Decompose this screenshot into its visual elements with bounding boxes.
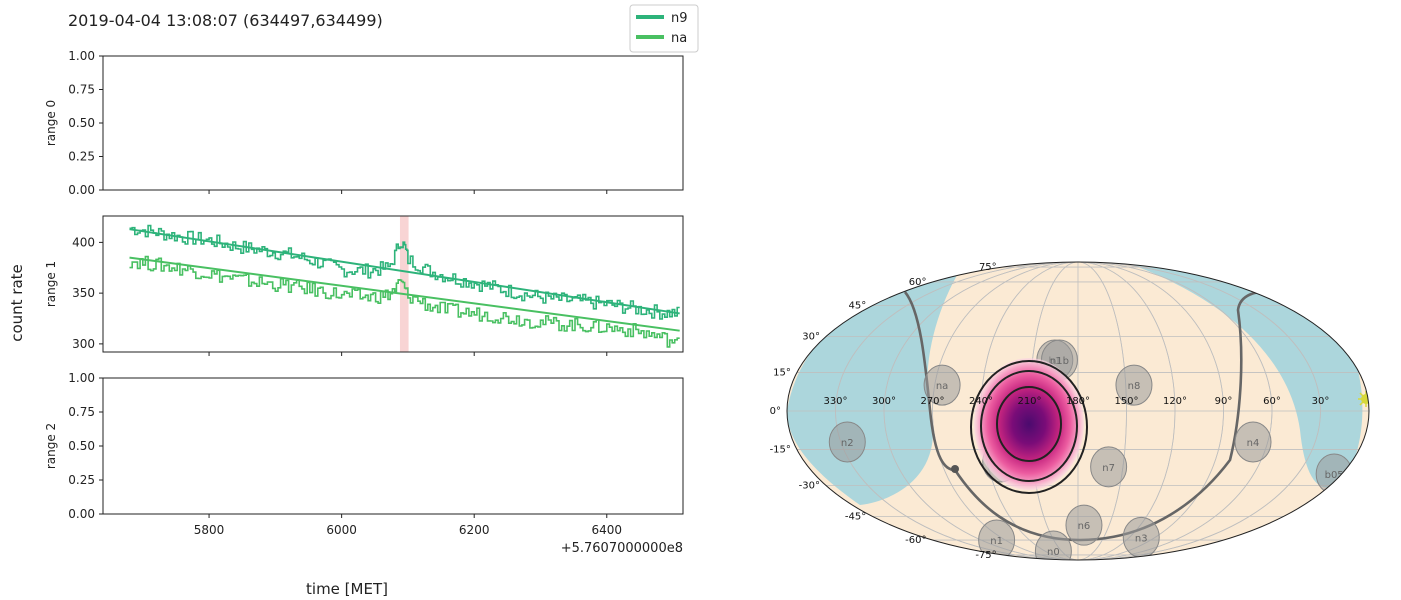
panel-range-0: 1.00 0.75 0.50 0.25 0.00 range 0 — [44, 49, 684, 197]
detector-n7 — [1090, 446, 1128, 488]
x-axis-label: time [MET] — [306, 580, 388, 598]
y-tick-label: 0.75 — [68, 405, 95, 419]
detector-n1 — [978, 519, 1016, 560]
x-offset-label: +5.7607000000e8 — [561, 541, 683, 556]
legend-box — [629, 4, 699, 53]
lat-label: 0° — [770, 406, 781, 417]
earth-occultation-right — [1125, 262, 1363, 488]
step-line-n9 — [129, 224, 680, 320]
x-tick-label: 6000 — [326, 523, 357, 537]
lat-label: 60° — [909, 277, 927, 288]
detector-n4 — [1234, 421, 1272, 463]
y-tick-label: 300 — [72, 337, 95, 351]
y-tick-label: 1.00 — [68, 371, 95, 385]
legend-label-n9: n9 — [671, 11, 688, 26]
latitude-labels: 75° 60° 45° 30° 15° 0° -15° -30° -45° -60° -75° — [770, 262, 997, 561]
series-na — [129, 255, 680, 348]
y-tick-label: 0.50 — [68, 439, 95, 453]
fit-line-n9 — [129, 228, 680, 315]
detector-label-n1: n1 — [990, 536, 1003, 547]
y-tick-label: 0.25 — [68, 473, 95, 487]
y-tick-label: 400 — [72, 235, 95, 249]
panel-range-2: 1.00 0.75 0.50 0.25 0.00 5800 6000 6200 6400 rang… — [44, 371, 684, 537]
series-n9 — [129, 224, 680, 320]
lon-label: 150° — [1114, 396, 1138, 407]
lat-label: -45° — [845, 511, 866, 522]
lon-label: 90° — [1215, 396, 1233, 407]
meridian — [932, 262, 1224, 560]
y-tick-label: 350 — [72, 286, 95, 300]
panel-frame — [102, 55, 684, 191]
lat-label: 75° — [979, 262, 997, 273]
detector-n2 — [828, 421, 866, 463]
longitude-labels: 330° 300° 270° 240° 210° 180° 150° 120° 90° 60° 30… — [823, 396, 1329, 407]
lat-label: 30° — [802, 332, 820, 343]
lat-label: -30° — [799, 481, 820, 492]
panel-ylabel: range 1 — [44, 261, 58, 307]
lat-label: -15° — [770, 445, 791, 456]
earth-center-marker — [951, 465, 959, 473]
figure-title: 2019-04-04 13:08:07 (634497,634499) — [68, 11, 383, 30]
detector-label-n8: n8 — [1128, 381, 1141, 392]
panel-ylabel: range 2 — [44, 423, 58, 469]
detector-n8 — [1115, 364, 1153, 406]
detector-n6 — [1065, 504, 1103, 546]
x-tick-label: 6400 — [591, 523, 622, 537]
detector-na — [923, 364, 961, 406]
legend-label-na: na — [671, 31, 687, 46]
detector-label-n0: n0 — [1047, 547, 1060, 558]
detector-label-n2: n2 — [841, 438, 854, 449]
y-tick-label: 0.00 — [68, 507, 95, 521]
detector-label-na: na — [936, 381, 948, 392]
fit-line-na — [129, 256, 680, 332]
panel-frame — [102, 377, 684, 515]
meridian — [835, 262, 1321, 560]
detector-label-n3: n3 — [1135, 533, 1148, 544]
lon-label: 300° — [872, 396, 896, 407]
localization-heatmap — [974, 358, 1084, 490]
y-axis-label: count rate — [8, 264, 26, 342]
legend: n9 na — [629, 4, 699, 53]
y-tick-label: 0.25 — [68, 150, 95, 164]
lon-label: 30° — [1312, 396, 1330, 407]
y-tick-label: 1.00 — [68, 49, 95, 63]
y-tick-label: 0.75 — [68, 83, 95, 97]
lon-label: 60° — [1263, 396, 1281, 407]
contour-1sigma — [996, 386, 1062, 462]
lat-label: 45° — [848, 301, 866, 312]
panel-frame — [102, 215, 684, 353]
y-tick-label: 0.00 — [68, 183, 95, 197]
sky-map-border — [786, 261, 1370, 561]
lon-label: 330° — [823, 396, 847, 407]
detector-label-n4: n4 — [1247, 438, 1260, 449]
lat-label: 15° — [773, 367, 791, 378]
step-line-na — [129, 255, 680, 348]
lat-label: -75° — [975, 550, 996, 561]
detector-label-n7: n7 — [1102, 463, 1115, 474]
contour-3sigma — [970, 360, 1088, 494]
detector-label-b05: b05 — [1325, 470, 1344, 481]
sky-map: nab1n1bn8n2n9n7n4b05n6n1n0n3 330°300°270… — [770, 261, 1370, 561]
panel-ylabel: range 0 — [44, 100, 58, 146]
meridian — [883, 262, 1273, 560]
lat-label: -60° — [905, 535, 926, 546]
lon-label: 180° — [1066, 396, 1090, 407]
x-tick-label: 6200 — [459, 523, 490, 537]
lon-label: 210° — [1017, 396, 1041, 407]
panel-range-1: 400 350 300 range 1 — [44, 215, 684, 356]
contour-2sigma — [980, 370, 1078, 482]
x-tick-label: 5800 — [194, 523, 225, 537]
lon-label: 270° — [920, 396, 944, 407]
detector-label-n1b: n1b — [1050, 356, 1069, 367]
sun-marker — [1358, 391, 1369, 407]
y-tick-label: 0.50 — [68, 116, 95, 130]
lon-label: 240° — [969, 396, 993, 407]
detector-label-n6: n6 — [1078, 521, 1091, 532]
detector-n0 — [1034, 530, 1072, 560]
lon-label: 120° — [1163, 396, 1187, 407]
